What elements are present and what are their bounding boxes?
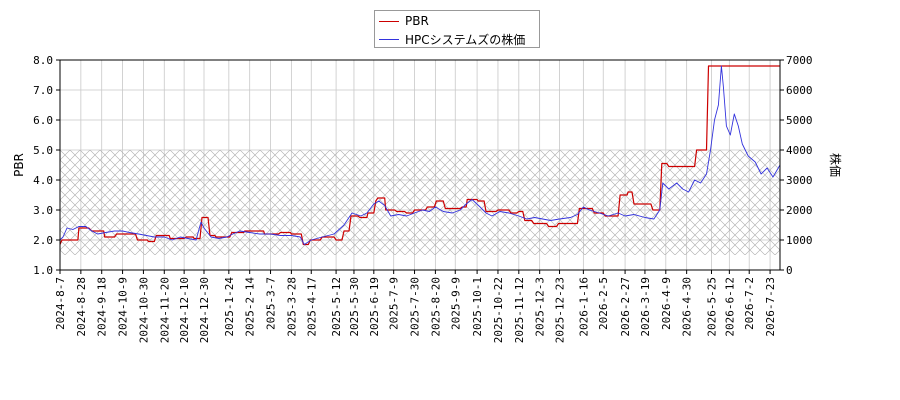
x-tick-label: 2024-8-7 xyxy=(54,277,67,330)
y-right-tick-label: 2000 xyxy=(786,204,813,217)
x-tick-label: 2025-3-7 xyxy=(265,277,278,330)
x-tick-label: 2024-10-30 xyxy=(137,277,150,343)
y-right-tick-label: 1000 xyxy=(786,234,813,247)
x-axis: 2024-8-7 2024-8-28 2024-9-18 2024-10-9 2024-… xyxy=(54,270,777,343)
x-tick-label: 2025-7-30 xyxy=(409,277,422,337)
hatched-range-band xyxy=(60,150,780,255)
y-left-tick-label: 7.0 xyxy=(33,84,53,97)
x-tick-label: 2025-7-9 xyxy=(388,277,401,330)
y-right-tick-label: 5000 xyxy=(786,114,813,127)
y-axis-right: 0 1000 2000 3000 4000 5000 6000 7000 xyxy=(780,54,813,277)
x-tick-label: 2026-2-27 xyxy=(619,277,632,337)
x-tick-label: 2026-4-30 xyxy=(681,277,694,337)
x-tick-label: 2025-12-23 xyxy=(554,277,567,343)
x-tick-label: 2024-12-30 xyxy=(198,277,211,343)
x-tick-label: 2026-6-12 xyxy=(723,277,736,337)
y-axis-right-label: 株価 xyxy=(828,153,843,177)
x-tick-label: 2025-1-24 xyxy=(223,277,236,337)
y-left-tick-label: 8.0 xyxy=(33,54,53,67)
x-tick-label: 2025-9-9 xyxy=(449,277,462,330)
legend-label-price: HPCシステムズの株価 xyxy=(405,32,526,47)
x-tick-label: 2025-8-20 xyxy=(429,277,442,337)
legend-item-price: HPCシステムズの株価 xyxy=(379,31,525,47)
y-left-tick-label: 3.0 xyxy=(33,204,53,217)
y-left-tick-label: 4.0 xyxy=(33,174,53,187)
x-tick-label: 2025-5-30 xyxy=(348,277,361,337)
x-tick-label: 2025-11-12 xyxy=(513,277,526,343)
x-tick-label: 2025-5-12 xyxy=(330,277,343,337)
legend-swatch-pbr xyxy=(379,20,399,22)
legend: PBR HPCシステムズの株価 xyxy=(374,10,540,48)
y-left-tick-label: 6.0 xyxy=(33,114,53,127)
x-tick-label: 2024-9-18 xyxy=(96,277,109,337)
y-right-tick-label: 0 xyxy=(786,264,793,277)
x-tick-label: 2025-6-19 xyxy=(368,277,381,337)
x-tick-label: 2024-10-9 xyxy=(117,277,130,337)
y-left-tick-label: 5.0 xyxy=(33,144,53,157)
x-tick-label: 2025-4-17 xyxy=(305,277,318,337)
x-tick-label: 2025-10-22 xyxy=(492,277,505,343)
x-tick-label: 2026-7-2 xyxy=(743,277,756,330)
x-tick-label: 2026-7-23 xyxy=(764,277,777,337)
x-tick-label: 2026-5-25 xyxy=(705,277,718,337)
y-left-tick-label: 2.0 xyxy=(33,234,53,247)
series-layer xyxy=(60,65,780,246)
legend-label-pbr: PBR xyxy=(405,14,429,28)
x-tick-label: 2024-11-20 xyxy=(158,277,171,343)
x-tick-label: 2026-3-19 xyxy=(639,277,652,337)
x-tick-label: 2026-2-5 xyxy=(597,277,610,330)
y-right-tick-label: 3000 xyxy=(786,174,813,187)
x-tick-label: 2025-3-28 xyxy=(285,277,298,337)
y-right-tick-label: 4000 xyxy=(786,144,813,157)
x-tick-label: 2024-12-10 xyxy=(178,277,191,343)
y-right-tick-label: 6000 xyxy=(786,84,813,97)
legend-swatch-price xyxy=(379,38,399,40)
x-tick-label: 2024-8-28 xyxy=(75,277,88,337)
x-tick-label: 2025-2-14 xyxy=(244,277,257,337)
x-tick-label: 2025-12-3 xyxy=(534,277,547,337)
x-tick-label: 2026-1-16 xyxy=(577,277,590,337)
y-right-tick-label: 7000 xyxy=(786,54,813,67)
series-line-pbr xyxy=(60,65,780,246)
legend-item-pbr: PBR xyxy=(379,13,429,29)
y-left-tick-label: 1.0 xyxy=(33,264,53,277)
series-line-price xyxy=(60,65,780,245)
x-tick-label: 2025-10-1 xyxy=(471,277,484,337)
x-tick-label: 2026-4-9 xyxy=(660,277,673,330)
plot-frame xyxy=(59,59,781,271)
y-axis-left: 1.0 2.0 3.0 4.0 5.0 6.0 7.0 8.0 xyxy=(33,54,60,277)
y-axis-left-label: PBR xyxy=(12,153,26,177)
